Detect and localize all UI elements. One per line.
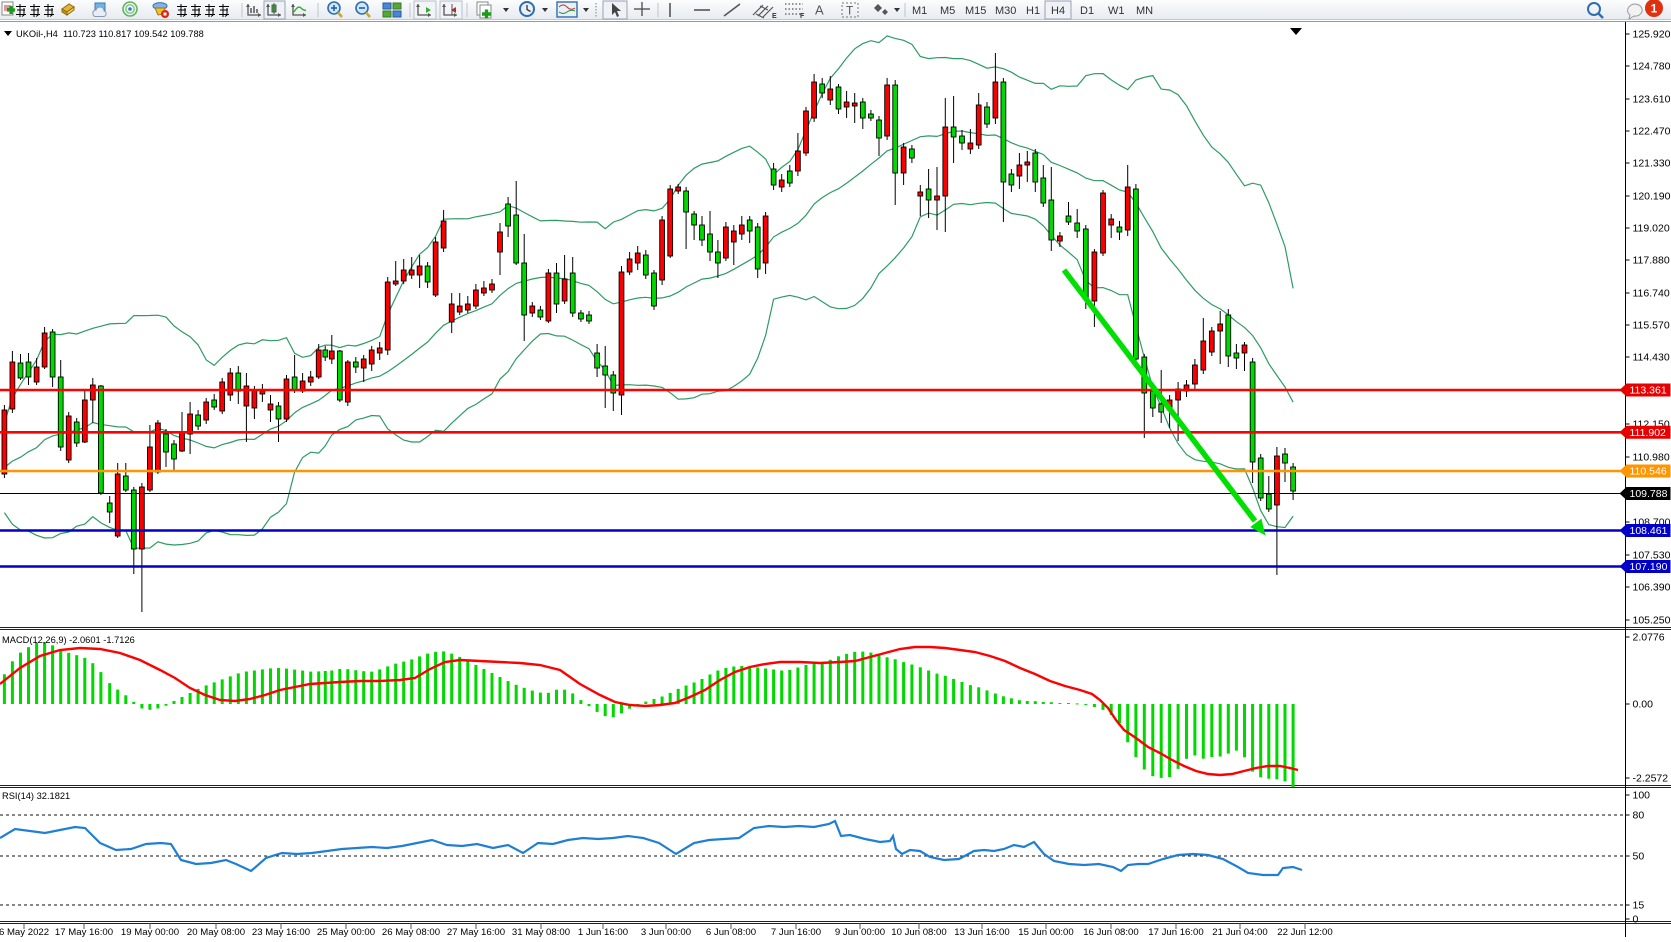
svg-text:15: 15 <box>1633 900 1645 912</box>
svg-text:116.740: 116.740 <box>1633 288 1670 300</box>
svg-text:M1: M1 <box>912 5 927 17</box>
svg-text:27 May 16:00: 27 May 16:00 <box>447 927 505 937</box>
svg-text:108.461: 108.461 <box>1630 525 1668 537</box>
svg-text:9 Jun 00:00: 9 Jun 00:00 <box>835 927 885 937</box>
svg-text:23 May 16:00: 23 May 16:00 <box>252 927 310 937</box>
svg-text:13 Jun 16:00: 13 Jun 16:00 <box>954 927 1009 937</box>
svg-text:0.00: 0.00 <box>1633 699 1654 711</box>
svg-text:W1: W1 <box>1108 5 1125 17</box>
svg-text:117.880: 117.880 <box>1633 255 1670 267</box>
svg-text:7 Jun 16:00: 7 Jun 16:00 <box>771 927 821 937</box>
svg-text:114.430: 114.430 <box>1633 352 1670 364</box>
svg-text:22 Jun 12:00: 22 Jun 12:00 <box>1277 927 1332 937</box>
svg-text:H1: H1 <box>1026 5 1040 17</box>
svg-text:107.190: 107.190 <box>1630 561 1668 573</box>
svg-text:UKOil-,H4 110.723 110.817 109: UKOil-,H4 110.723 110.817 109.542 109.78… <box>16 29 204 39</box>
svg-text:120.190: 120.190 <box>1633 191 1671 203</box>
svg-text:31 May 08:00: 31 May 08:00 <box>512 927 570 937</box>
svg-text:-2.2572: -2.2572 <box>1633 773 1669 785</box>
svg-text:80: 80 <box>1633 810 1645 822</box>
svg-text:21 Jun 04:00: 21 Jun 04:00 <box>1212 927 1267 937</box>
svg-text:3 Jun 00:00: 3 Jun 00:00 <box>641 927 691 937</box>
svg-text:M5: M5 <box>940 5 955 17</box>
svg-text:110.980: 110.980 <box>1633 452 1670 464</box>
svg-text:1 Jun 16:00: 1 Jun 16:00 <box>578 927 628 937</box>
svg-text:F: F <box>800 13 805 20</box>
svg-text:15 Jun 00:00: 15 Jun 00:00 <box>1018 927 1073 937</box>
svg-text:121.330: 121.330 <box>1633 158 1671 170</box>
svg-text:MN: MN <box>1136 5 1153 17</box>
svg-text:50: 50 <box>1633 851 1645 863</box>
svg-text:124.780: 124.780 <box>1633 61 1671 73</box>
svg-text:6 May 2022: 6 May 2022 <box>0 927 49 937</box>
svg-text:M15: M15 <box>965 5 986 17</box>
svg-text:119.020: 119.020 <box>1633 223 1670 235</box>
svg-text:109.788: 109.788 <box>1630 488 1668 500</box>
svg-text:123.610: 123.610 <box>1633 94 1671 106</box>
svg-text:T: T <box>846 4 854 18</box>
svg-text:17 Jun 16:00: 17 Jun 16:00 <box>1148 927 1203 937</box>
svg-text:115.570: 115.570 <box>1633 320 1670 332</box>
svg-text:A: A <box>815 3 824 18</box>
svg-text:0: 0 <box>1633 914 1639 926</box>
svg-text:26 May 08:00: 26 May 08:00 <box>382 927 440 937</box>
svg-text:107.530: 107.530 <box>1633 550 1671 562</box>
svg-text:E: E <box>772 13 777 20</box>
svg-text:10 Jun 08:00: 10 Jun 08:00 <box>891 927 946 937</box>
svg-text:1: 1 <box>1651 2 1658 16</box>
svg-text:25 May 00:00: 25 May 00:00 <box>317 927 375 937</box>
svg-text:17 May 16:00: 17 May 16:00 <box>55 927 113 937</box>
svg-text:113.361: 113.361 <box>1630 385 1667 397</box>
svg-text:M30: M30 <box>995 5 1016 17</box>
svg-text:125.920: 125.920 <box>1633 29 1671 41</box>
svg-text:20 May 08:00: 20 May 08:00 <box>187 927 245 937</box>
svg-text:16 Jun 08:00: 16 Jun 08:00 <box>1083 927 1138 937</box>
svg-text:105.250: 105.250 <box>1633 615 1671 627</box>
svg-text:H4: H4 <box>1051 5 1065 17</box>
svg-text:19 May 00:00: 19 May 00:00 <box>121 927 179 937</box>
svg-text:122.470: 122.470 <box>1633 126 1671 138</box>
svg-text:D1: D1 <box>1080 5 1094 17</box>
svg-text:6 Jun 08:00: 6 Jun 08:00 <box>706 927 756 937</box>
svg-text:2.0776: 2.0776 <box>1633 632 1665 644</box>
svg-text:RSI(14) 32.1821: RSI(14) 32.1821 <box>2 791 70 801</box>
svg-text:100: 100 <box>1633 790 1651 802</box>
svg-text:111.902: 111.902 <box>1630 427 1667 439</box>
svg-text:110.546: 110.546 <box>1630 466 1667 478</box>
svg-text:MACD(12,26,9) -2.0601 -1.7126: MACD(12,26,9) -2.0601 -1.7126 <box>2 635 135 645</box>
svg-text:106.390: 106.390 <box>1633 582 1671 594</box>
